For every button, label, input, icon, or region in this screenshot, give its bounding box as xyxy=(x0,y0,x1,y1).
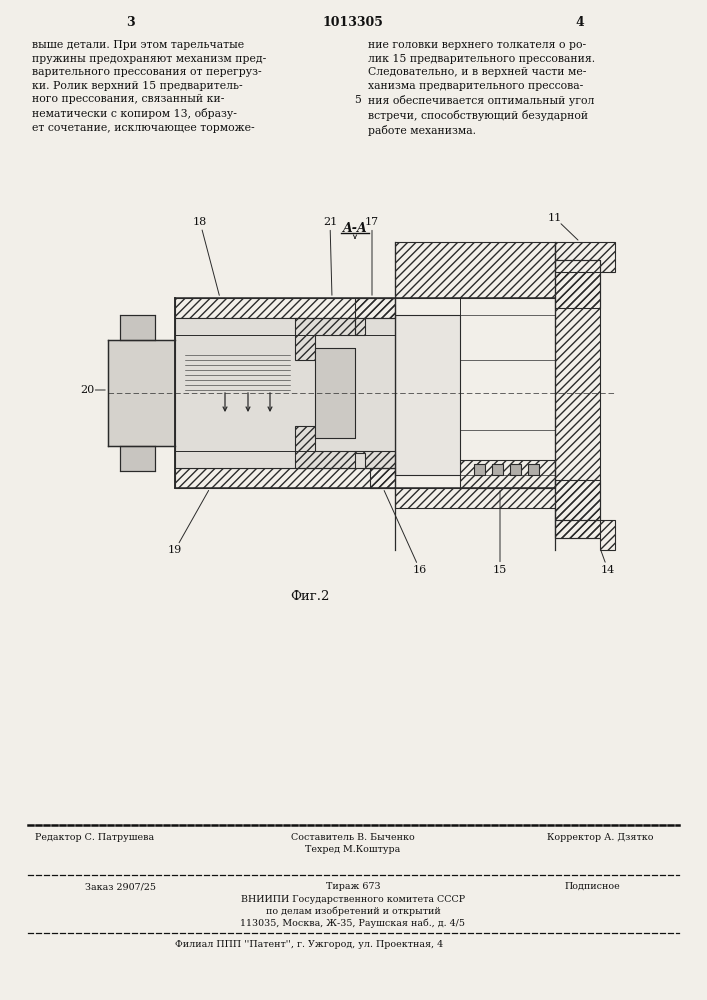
Text: ние головки верхнего толкателя о ро-
лик 15 предварительного прессования.
Следов: ние головки верхнего толкателя о ро- лик… xyxy=(368,40,595,136)
Text: по делам изобретений и открытий: по делам изобретений и открытий xyxy=(266,907,440,916)
Text: 17: 17 xyxy=(365,217,379,227)
Bar xyxy=(528,464,539,475)
Text: 4: 4 xyxy=(575,15,585,28)
Text: 113035, Москва, Ж-35, Раушская наб., д. 4/5: 113035, Москва, Ж-35, Раушская наб., д. … xyxy=(240,919,465,928)
Text: Корректор А. Дзятко: Корректор А. Дзятко xyxy=(547,833,653,842)
Text: выше детали. При этом тарельчатые
пружины предохраняют механизм пред-
варительно: выше детали. При этом тарельчатые пружин… xyxy=(32,40,267,133)
Bar xyxy=(474,464,485,475)
Text: 1013305: 1013305 xyxy=(322,15,383,28)
Text: Заказ 2907/25: Заказ 2907/25 xyxy=(85,882,156,891)
Text: 18: 18 xyxy=(193,217,207,227)
Text: Составитель В. Быченко
Техред М.Коштура: Составитель В. Быченко Техред М.Коштура xyxy=(291,833,415,854)
Bar xyxy=(315,348,355,438)
Text: A-A: A-A xyxy=(343,222,368,234)
Bar xyxy=(175,318,395,468)
Text: Филиал ППП ''Патент'', г. Ужгород, ул. Проектная, 4: Филиал ППП ''Патент'', г. Ужгород, ул. П… xyxy=(175,940,443,949)
Text: Тираж 673: Тираж 673 xyxy=(326,882,380,891)
Bar xyxy=(492,464,503,475)
Text: 19: 19 xyxy=(168,545,182,555)
Bar xyxy=(108,340,175,446)
Text: 15: 15 xyxy=(493,565,507,575)
Text: 20: 20 xyxy=(80,385,94,395)
Text: ВНИИПИ Государственного комитета СССР: ВНИИПИ Государственного комитета СССР xyxy=(241,895,465,904)
Bar xyxy=(395,315,460,475)
Text: 3: 3 xyxy=(126,15,134,28)
Text: 16: 16 xyxy=(413,565,427,575)
Bar xyxy=(510,464,521,475)
Bar xyxy=(120,446,155,471)
Text: Редактор С. Патрушева: Редактор С. Патрушева xyxy=(35,833,155,842)
Text: Подписное: Подписное xyxy=(564,882,620,891)
Text: 14: 14 xyxy=(601,565,615,575)
Text: 11: 11 xyxy=(548,213,562,223)
Text: Фиг.2: Фиг.2 xyxy=(291,590,329,603)
Bar xyxy=(120,315,155,340)
Text: 21: 21 xyxy=(323,217,337,227)
Text: 5: 5 xyxy=(355,95,361,105)
